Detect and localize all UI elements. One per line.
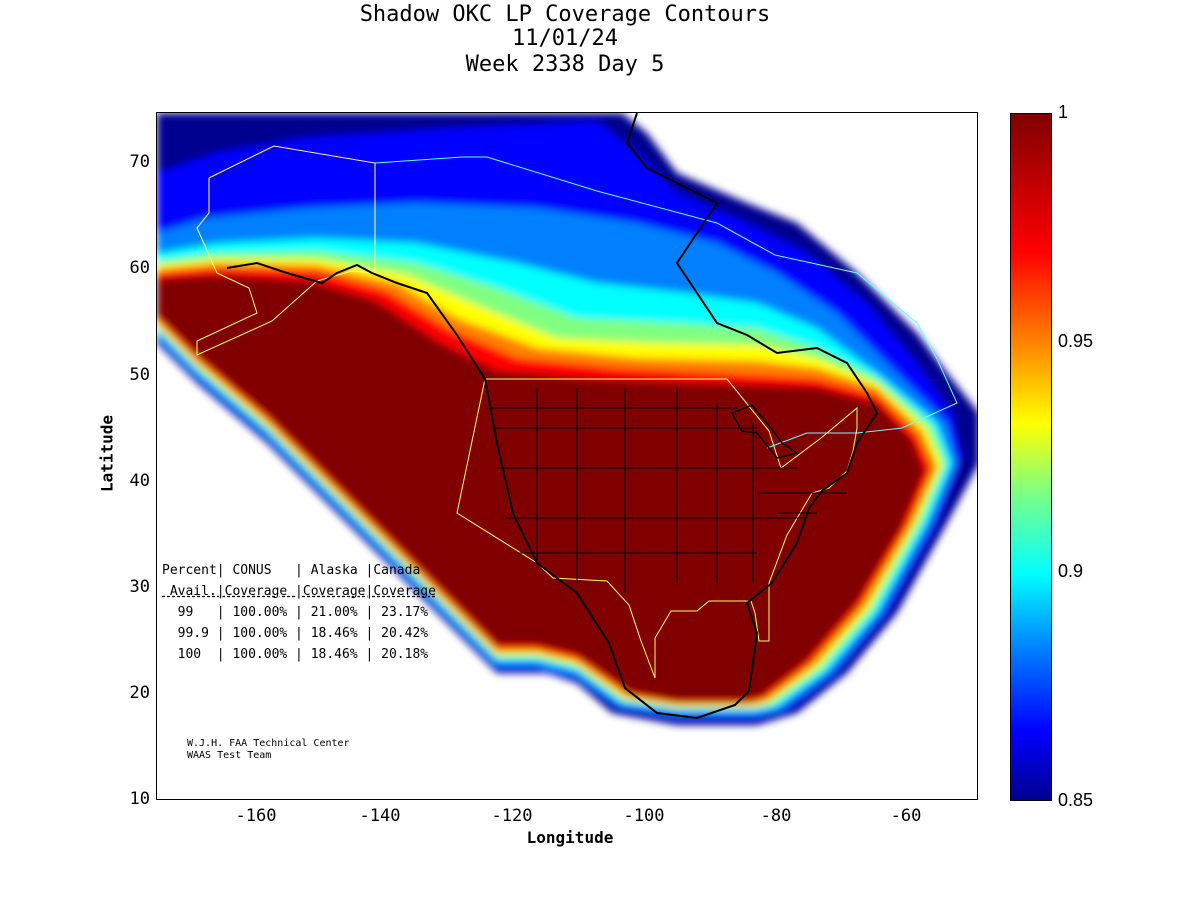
- contour-band-100: [157, 275, 925, 701]
- y-tick-label: 60: [129, 258, 150, 278]
- x-tick-label: -140: [359, 806, 401, 826]
- x-axis-label: Longitude: [526, 828, 614, 847]
- stats-row: 99 | 100.00% | 21.00% | 23.17%: [162, 605, 429, 620]
- y-tick-label: 40: [129, 471, 150, 491]
- stats-header-row: Avail.|Coverage |Coverage|Coverage: [162, 584, 436, 599]
- coastline: [226, 113, 879, 720]
- x-tick-label: -120: [491, 806, 533, 826]
- stats-row: 99.9 | 100.00% | 18.46% | 20.42%: [162, 626, 429, 641]
- coverage-contours: [157, 113, 977, 725]
- conus-boundary: [456, 378, 858, 679]
- colorbar-tick-label: 0.95: [1058, 331, 1094, 351]
- stats-header-row: Percent| CONUS | Alaska |Canada: [162, 563, 421, 578]
- chart-week-day: Week 2338 Day 5: [465, 52, 665, 77]
- x-tick-label: -100: [623, 806, 665, 826]
- y-tick-label: 10: [129, 789, 150, 809]
- x-tick-label: -60: [890, 806, 922, 826]
- colorbar: [1010, 113, 1052, 801]
- y-axis-label: Latitude: [97, 414, 117, 493]
- credit-line: W.J.H. FAA Technical Center: [187, 738, 350, 749]
- state-grid: [487, 388, 847, 593]
- alaska-boundary: [196, 145, 376, 356]
- x-tick-label: -160: [235, 806, 277, 826]
- coverage-map: [157, 113, 977, 725]
- y-tick-label: 50: [129, 365, 150, 385]
- chart-date: 11/01/24: [512, 26, 618, 51]
- coverage-stats-table: Percent| CONUS | Alaska |Canada Avail.|C…: [162, 560, 436, 665]
- credit-line: WAAS Test Team: [187, 750, 272, 761]
- x-tick-label: -80: [760, 806, 792, 826]
- great-lakes: [730, 404, 799, 459]
- colorbar-tick-label: 0.85: [1058, 790, 1094, 810]
- colorbar-tick-label: 1: [1058, 102, 1069, 122]
- map-plot-area: [156, 112, 978, 800]
- y-tick-label: 30: [129, 577, 150, 597]
- chart-title: Shadow OKC LP Coverage Contours: [359, 2, 771, 27]
- stats-row: 100 | 100.00% | 18.46% | 20.18%: [162, 647, 429, 662]
- y-tick-label: 70: [129, 152, 150, 172]
- colorbar-tick-label: 0.9: [1058, 561, 1084, 581]
- credit-text: W.J.H. FAA Technical Center WAAS Test Te…: [187, 738, 350, 762]
- y-tick-label: 20: [129, 683, 150, 703]
